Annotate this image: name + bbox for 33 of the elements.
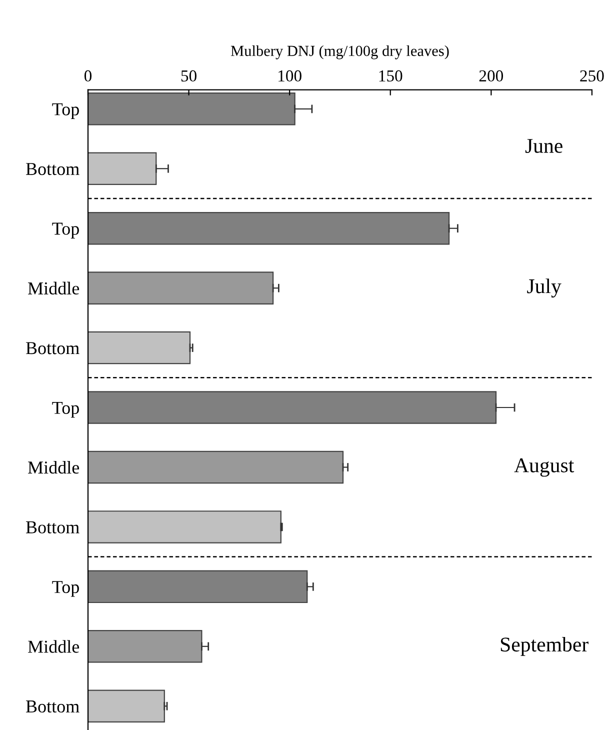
bar	[88, 212, 450, 245]
bar	[88, 450, 344, 484]
bar	[88, 152, 157, 186]
bar	[88, 630, 202, 663]
y-tick-label: Bottom	[26, 521, 80, 534]
x-tick-label: 0	[84, 70, 92, 82]
bar	[88, 391, 497, 424]
y-tick-label: Middle	[28, 640, 80, 653]
bar	[88, 92, 296, 126]
bar	[88, 510, 282, 544]
annotation: July	[527, 278, 562, 298]
bar	[88, 690, 165, 722]
x-axis-title: Mulbery DNJ (mg/100g dry leaves)	[230, 45, 449, 60]
x-tick-label: 100	[278, 70, 302, 82]
y-tick-label: Middle	[28, 282, 80, 295]
bar	[88, 331, 191, 364]
x-tick-label: 200	[479, 70, 504, 82]
x-tick-label: 150	[379, 70, 402, 82]
y-tick-label: Middle	[28, 460, 80, 474]
bar	[88, 570, 308, 604]
y-tick-label: Bottom	[26, 163, 80, 176]
annotation: September	[500, 636, 588, 656]
annotation: June	[525, 139, 562, 153]
annotation: August	[514, 458, 574, 477]
y-tick-label: Top	[52, 402, 79, 418]
y-tick-label: Bottom	[26, 342, 80, 354]
x-tick-label: 250	[580, 70, 604, 82]
y-tick-label: Bottom	[26, 700, 80, 713]
x-tick-label: 50	[181, 70, 196, 82]
y-tick-label: Top	[52, 222, 79, 238]
y-tick-label: Top	[52, 581, 79, 597]
y-tick-label: Top	[52, 103, 79, 120]
bar	[88, 272, 274, 304]
